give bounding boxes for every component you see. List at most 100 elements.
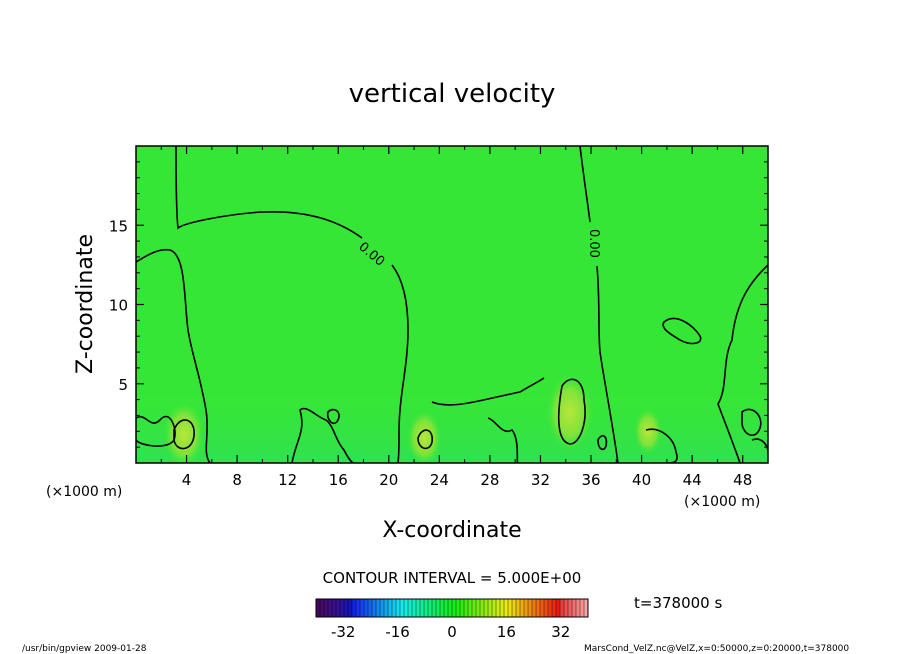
colorbar-tick-label: -32 (331, 623, 356, 641)
contour-bottom-wiggles (136, 377, 768, 463)
colorbar-cell (340, 599, 345, 617)
colorbar-tick-label: 0 (447, 623, 457, 641)
contour-zero-upper-left (136, 248, 211, 463)
y-tick-label: 5 (118, 376, 128, 394)
contour-warm-3 (557, 378, 586, 445)
colorbar-cell (424, 599, 429, 617)
x-tick-label: 40 (632, 471, 651, 489)
colorbar-ticks: -32 -16 0 16 32 (331, 623, 570, 641)
colorbar-cell (452, 599, 457, 617)
colorbar-cell (536, 599, 541, 617)
colorbar-cell (572, 599, 577, 617)
colorbar-cell (576, 599, 581, 617)
colorbar-cell (388, 599, 393, 617)
colorbar-tick-label: 16 (497, 623, 516, 641)
contour-interval: CONTOUR INTERVAL = 5.000E+00 (323, 569, 582, 587)
contour-loop-right (662, 317, 702, 345)
colorbar-cell (336, 599, 341, 617)
colorbar-cell (404, 599, 409, 617)
colorbar-cell (520, 599, 525, 617)
colorbar-cell (524, 599, 529, 617)
colorbar-cell (392, 599, 397, 617)
colorbar-tick-label: 32 (551, 623, 570, 641)
colorbar-cell (560, 599, 565, 617)
colorbar-cell (464, 599, 469, 617)
x-axis-label: X-coordinate (382, 518, 521, 543)
contour-warm-1 (173, 419, 195, 450)
colorbar-frame (315, 598, 589, 618)
contour-zero-right (579, 146, 619, 463)
colorbar-cell (584, 599, 589, 617)
colorbar-cell (400, 599, 405, 617)
x-unit-right: (×1000 m) (684, 494, 760, 510)
warm-spot-2 (545, 373, 594, 452)
y-tick-label: 15 (109, 217, 128, 235)
colorbar-cell (384, 599, 389, 617)
colorbar-cell (500, 599, 505, 617)
colorbar-cell (496, 599, 501, 617)
colorbar-cell (332, 599, 337, 617)
footer-right: MarsCond_VelZ.nc@VelZ,x=0:50000,z=0:2000… (584, 644, 849, 654)
contour-label-right: 0.00 (586, 229, 601, 258)
x-unit-left: (×1000 m) (46, 484, 122, 500)
colorbar-cell (316, 599, 321, 617)
colorbar-cell (456, 599, 461, 617)
chart-title: vertical velocity (349, 79, 556, 109)
colorbar-cell (364, 599, 369, 617)
colorbar-cell (444, 599, 449, 617)
colorbar-cell (408, 599, 413, 617)
contour-lines (136, 146, 768, 463)
colorbar-cell (528, 599, 533, 617)
warm-spot-1 (406, 409, 442, 463)
colorbar-cell (552, 599, 557, 617)
colorbar-cell (556, 599, 561, 617)
contour-warm-2 (417, 429, 433, 450)
colorbar-cell (504, 599, 509, 617)
colorbar-cell (492, 599, 497, 617)
x-tick-label: 44 (683, 471, 702, 489)
plot-area: 0.00 0.00 (136, 146, 768, 463)
colorbar-cell (484, 599, 489, 617)
colorbar-cell (328, 599, 333, 617)
x-tick-label: 12 (278, 471, 297, 489)
colorbar-cell (344, 599, 349, 617)
colorbar-cell (320, 599, 325, 617)
colorbar-cell (416, 599, 421, 617)
colorbar-cell (428, 599, 433, 617)
contour-zero-left (175, 146, 409, 463)
x-tick-label: 4 (182, 471, 192, 489)
x-ticks: 4 8 12 16 20 24 28 32 36 40 44 48 (160, 146, 752, 489)
colorbar-cell (368, 599, 373, 617)
colorbar-cell (432, 599, 437, 617)
warm-spot-0 (163, 400, 205, 463)
colorbar-cell (508, 599, 513, 617)
y-axis-label: Z-coordinate (73, 234, 98, 374)
x-tick-label: 36 (581, 471, 600, 489)
x-tick-label: 32 (531, 471, 550, 489)
colorbar-cell (580, 599, 585, 617)
colorbar-cell (480, 599, 485, 617)
colorbar-cell (568, 599, 573, 617)
colorbar-cell (472, 599, 477, 617)
colorbar-cell (348, 599, 353, 617)
x-tick-label: 8 (232, 471, 242, 489)
colorbar-cell (360, 599, 365, 617)
time-label: t=378000 s (634, 594, 722, 612)
colorbar-cell (488, 599, 493, 617)
warm-spot-3 (633, 407, 663, 455)
colorbar-tick-label: -16 (385, 623, 410, 641)
colorbar-cell (436, 599, 441, 617)
contour-right-edge (717, 264, 768, 463)
contour-warm-4 (597, 434, 608, 451)
colorbar-cell (412, 599, 417, 617)
colorbar-cell (532, 599, 537, 617)
colorbar-cell (356, 599, 361, 617)
colorbar-cell (352, 599, 357, 617)
colorbar-cell (324, 599, 329, 617)
colorbar-cell (564, 599, 569, 617)
colorbar-cell (460, 599, 465, 617)
x-tick-label: 28 (480, 471, 499, 489)
colorbar-cell (380, 599, 385, 617)
colorbar-cell (544, 599, 549, 617)
